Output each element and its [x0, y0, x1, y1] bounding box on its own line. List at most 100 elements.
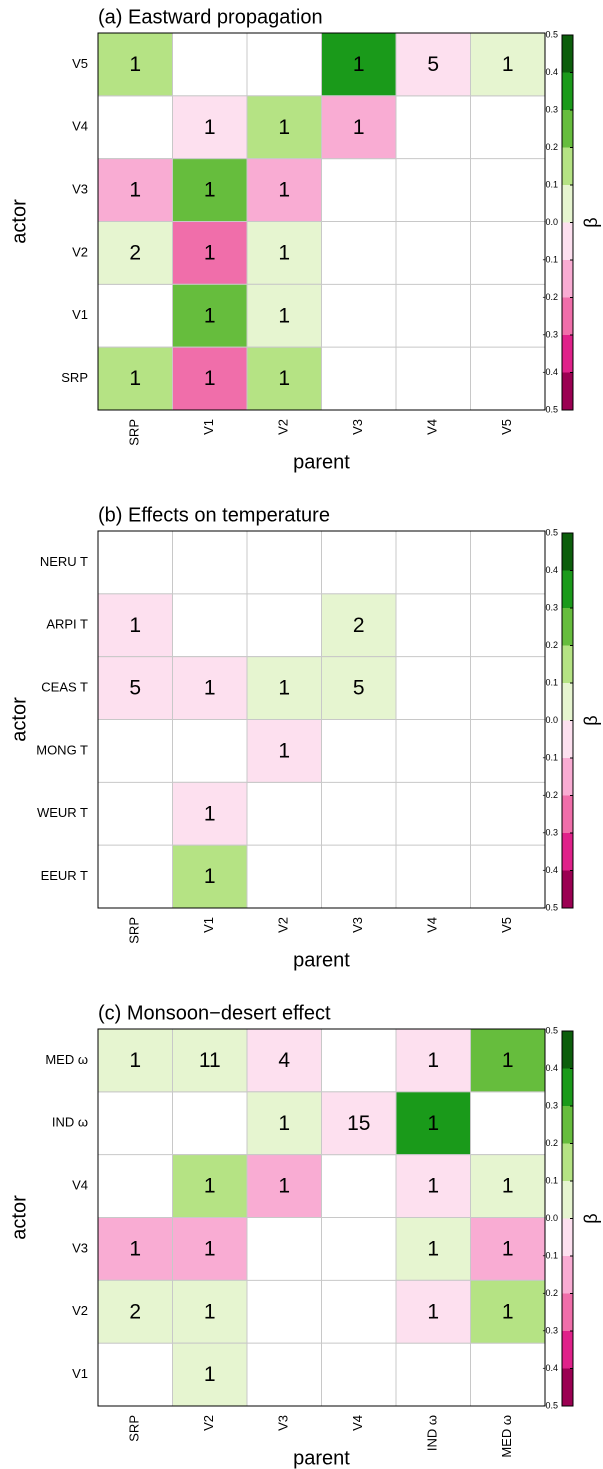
colorbar-tick-label: -0.1	[542, 254, 558, 264]
x-tick-label: V3	[350, 419, 365, 435]
plot-frame	[97, 32, 546, 411]
cell-label: 1	[427, 1237, 439, 1260]
heatmap-cell	[172, 781, 248, 846]
colorbar-tick-label: 0.0	[545, 1213, 558, 1223]
x-tick-label: V1	[201, 419, 216, 435]
cell-label: 1	[427, 1049, 439, 1072]
colorbar-segment	[562, 147, 573, 185]
colorbar-segment	[562, 608, 573, 646]
colorbar-tick-label: 0.2	[545, 142, 558, 152]
cell-label: 1	[129, 1049, 141, 1072]
colorbar-tick-label: 0.2	[545, 1138, 558, 1148]
cell-label: 1	[278, 116, 290, 139]
cell-label: 1	[502, 1049, 514, 1072]
heatmap-cell	[395, 1028, 471, 1093]
colorbar-segment	[562, 1068, 573, 1106]
colorbar-segment	[562, 533, 573, 571]
colorbar-tick-label: 0.5	[545, 1025, 558, 1035]
cell-label: 1	[204, 116, 216, 139]
colorbar-tick-label: -0.1	[542, 752, 558, 762]
x-tick-label: SRP	[127, 1415, 142, 1442]
colorbar-label: β	[581, 715, 601, 725]
colorbar-segment	[562, 1293, 573, 1331]
chart-title: (c) Monsoon−desert effect	[98, 1002, 331, 1024]
heatmap-cell	[97, 1279, 173, 1344]
heatmap-cell	[246, 95, 322, 160]
heatmap-cell	[172, 1028, 248, 1093]
heatmap-cell	[246, 719, 322, 783]
y-tick-label: NERU T	[40, 554, 88, 569]
colorbar-segment	[562, 570, 573, 608]
cell-label: 1	[353, 116, 365, 139]
cell-label: 1	[129, 53, 141, 76]
cell-label: 1	[204, 1300, 216, 1323]
cell-label: 2	[129, 1300, 141, 1323]
y-axis-label: actor	[8, 199, 30, 244]
heatmap-cell	[321, 593, 397, 658]
heatmap-cell	[246, 1091, 322, 1156]
cell-label: 5	[353, 677, 365, 700]
heatmap-cell	[395, 1279, 471, 1344]
colorbar-segment	[562, 1031, 573, 1069]
y-tick-label: IND ω	[52, 1115, 88, 1130]
plot-frame	[97, 530, 546, 909]
cell-label: 1	[427, 1112, 439, 1135]
y-tick-label: WEUR T	[37, 805, 88, 820]
y-tick-label: ARPI T	[46, 617, 88, 632]
colorbar-tick-label: -0.3	[542, 1325, 558, 1335]
colorbar-tick-label: -0.1	[542, 1250, 558, 1260]
heatmap-cell	[395, 1154, 471, 1218]
colorbar-segment	[562, 683, 573, 721]
cell-label: 1	[502, 1175, 514, 1198]
cell-label: 1	[278, 304, 290, 327]
y-axis-label: actor	[8, 1195, 30, 1240]
colorbar-segment	[562, 870, 573, 908]
cell-label: 1	[427, 1175, 439, 1198]
y-tick-label: EEUR T	[41, 868, 88, 883]
cell-label: 1	[204, 304, 216, 327]
y-tick-label: V5	[72, 56, 88, 71]
heatmap-cell	[246, 158, 322, 223]
colorbar-label: β	[581, 217, 601, 227]
cell-label: 4	[278, 1049, 290, 1072]
heatmap-cell	[97, 221, 173, 285]
cell-label: 1	[502, 53, 514, 76]
x-axis-label: parent	[293, 451, 350, 473]
colorbar-segment	[562, 795, 573, 833]
cell-label: 11	[199, 1049, 221, 1072]
cell-label: 1	[353, 53, 365, 76]
heatmap-cell	[172, 656, 248, 721]
heatmap-cell	[246, 1154, 322, 1218]
cell-label: 1	[204, 241, 216, 264]
cell-label: 1	[427, 1300, 439, 1323]
colorbar-tick-label: 0.3	[545, 1100, 558, 1110]
cell-label: 1	[204, 1237, 216, 1260]
cell-label: 5	[129, 677, 141, 700]
heatmap-cell	[97, 346, 173, 411]
colorbar-segment	[562, 297, 573, 335]
colorbar-tick-label: -0.4	[542, 1363, 558, 1373]
y-tick-label: V3	[72, 1240, 88, 1255]
colorbar-tick-label: 0.1	[545, 677, 558, 687]
cell-label: 1	[204, 179, 216, 202]
heatmap-cell	[172, 1342, 248, 1407]
colorbar-segment	[562, 222, 573, 260]
cell-label: 1	[278, 1112, 290, 1135]
colorbar-tick-label: 0.5	[545, 527, 558, 537]
colorbar-tick-label: -0.4	[542, 865, 558, 875]
y-tick-label: V2	[72, 244, 88, 259]
colorbar-tick-label: 0.1	[545, 179, 558, 189]
x-tick-label: V2	[276, 917, 291, 933]
colorbar-tick-label: 0.5	[545, 29, 558, 39]
heatmap-cell	[470, 1028, 546, 1093]
colorbar-segment	[562, 1106, 573, 1144]
colorbar-label: β	[581, 1213, 601, 1223]
cell-label: 1	[129, 179, 141, 202]
cell-label: 1	[204, 677, 216, 700]
heatmap-cell	[172, 158, 248, 223]
colorbar-segment	[562, 1368, 573, 1406]
plot-frame	[97, 1028, 546, 1407]
cell-label: 1	[278, 179, 290, 202]
colorbar-tick-label: 0.1	[545, 1175, 558, 1185]
colorbar-segment	[562, 372, 573, 410]
